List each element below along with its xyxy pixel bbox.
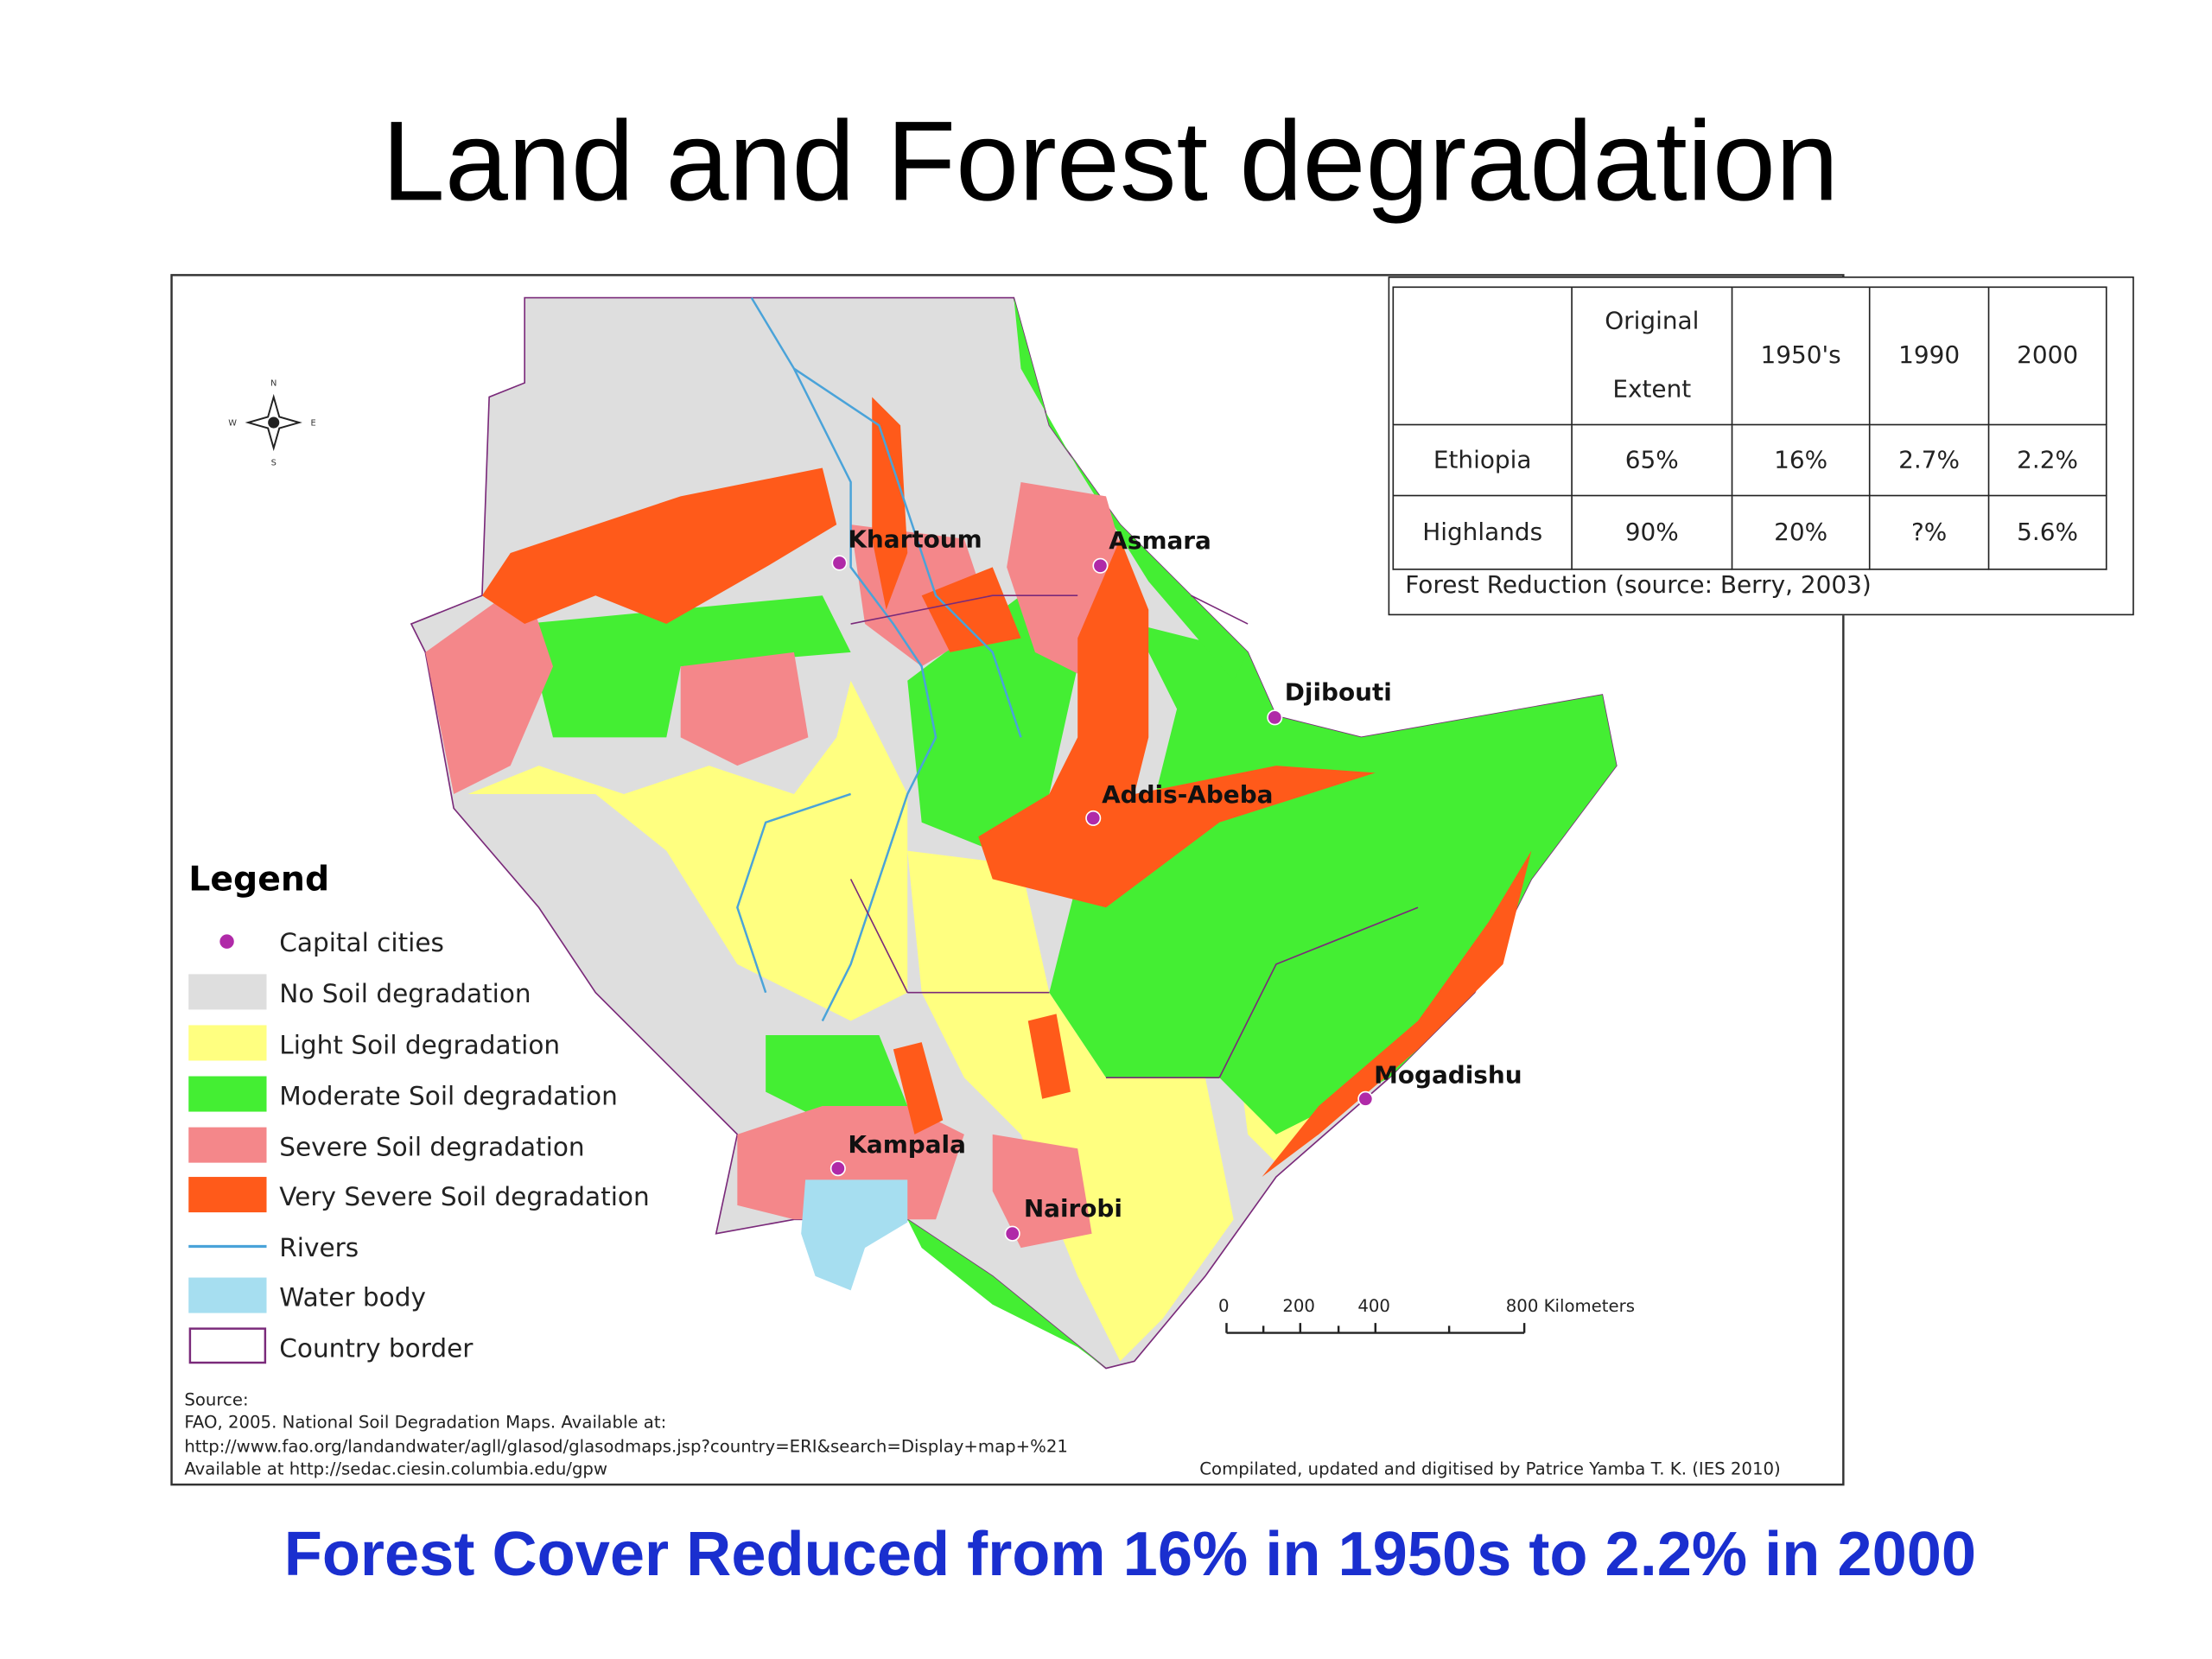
legend-label: Capital cities [279, 928, 444, 957]
source-line: Source: [184, 1389, 248, 1409]
city-label: Addis-Abeba [1102, 780, 1273, 809]
credit: Compilated, updated and digitised by Pat… [1199, 1459, 1780, 1479]
table-box: Original Extent 1950's 1990 2000 Ethiopi… [1388, 276, 2134, 616]
cell: 90% [1571, 494, 1733, 570]
legend-label: Severe Soil degradation [279, 1132, 584, 1161]
legend-label: Country border [279, 1333, 474, 1363]
legend-label: Moderate Soil degradation [279, 1081, 618, 1110]
city-label: Djibouti [1285, 678, 1392, 707]
header-cell: 1990 [1868, 286, 1990, 426]
scale-bar: 0 200 400 800 Kilometers [1218, 1296, 1635, 1334]
scale-label: 400 [1357, 1296, 1390, 1316]
land [410, 296, 1618, 1370]
scale-label: 800 Kilometers [1506, 1296, 1635, 1316]
legend-title: Legend [188, 860, 329, 899]
source-line: http://www.fao.org/landandwater/agll/gla… [184, 1436, 1068, 1456]
legend-label: Rivers [279, 1233, 359, 1262]
compass-label: W [228, 418, 237, 428]
cities: Khartoum Asmara Djibouti Addis-Abeba Mog… [830, 524, 1522, 1242]
scale-label: 0 [1218, 1296, 1230, 1316]
scale-label: 200 [1282, 1296, 1315, 1316]
source-line: FAO, 2005. National Soil Degradation Map… [184, 1413, 666, 1433]
forest-table: Original Extent 1950's 1990 2000 Ethiopi… [1392, 286, 2107, 570]
cell: 65% [1571, 423, 1733, 497]
cell: 16% [1731, 423, 1871, 497]
cell: 2.7% [1868, 423, 1990, 497]
city-label: Asmara [1109, 526, 1211, 555]
city-label: Kampala [848, 1130, 966, 1159]
legend: Legend Capital cities No Soil degradatio… [188, 860, 650, 1364]
city-label: Mogadishu [1374, 1061, 1522, 1090]
source-line: Available at http://sedac.ciesin.columbi… [184, 1459, 607, 1479]
header-cell: 2000 [1987, 286, 2107, 426]
legend-label: Water body [279, 1282, 426, 1312]
row-label: Highlands [1392, 494, 1573, 570]
source: Source: FAO, 2005. National Soil Degrada… [184, 1389, 1780, 1478]
compass: N E S W [228, 378, 316, 467]
compass-label: E [311, 418, 316, 428]
slide-caption: Forest Cover Reduced from 16% in 1950s t… [283, 1520, 1977, 1590]
cell: ?% [1868, 494, 1990, 570]
slide-title: Land and Forest degradation [381, 98, 1839, 225]
table-caption: Forest Reduction (source: Berry, 2003) [1405, 571, 1872, 601]
row-label: Ethiopia [1392, 423, 1573, 497]
legend-label: No Soil degradation [279, 979, 531, 1008]
header-cell: 1950's [1731, 286, 1871, 426]
legend-label: Very Severe Soil degradation [279, 1182, 649, 1211]
legend-label: Light Soil degradation [279, 1030, 560, 1059]
city-label: Khartoum [848, 524, 982, 553]
compass-label: N [270, 378, 276, 388]
cell: 20% [1731, 494, 1871, 570]
cell: 2.2% [1987, 423, 2107, 497]
compass-label: S [271, 458, 276, 467]
cell: 5.6% [1987, 494, 2107, 570]
city-label: Nairobi [1024, 1194, 1122, 1223]
header-cell: Original Extent [1571, 286, 1733, 426]
